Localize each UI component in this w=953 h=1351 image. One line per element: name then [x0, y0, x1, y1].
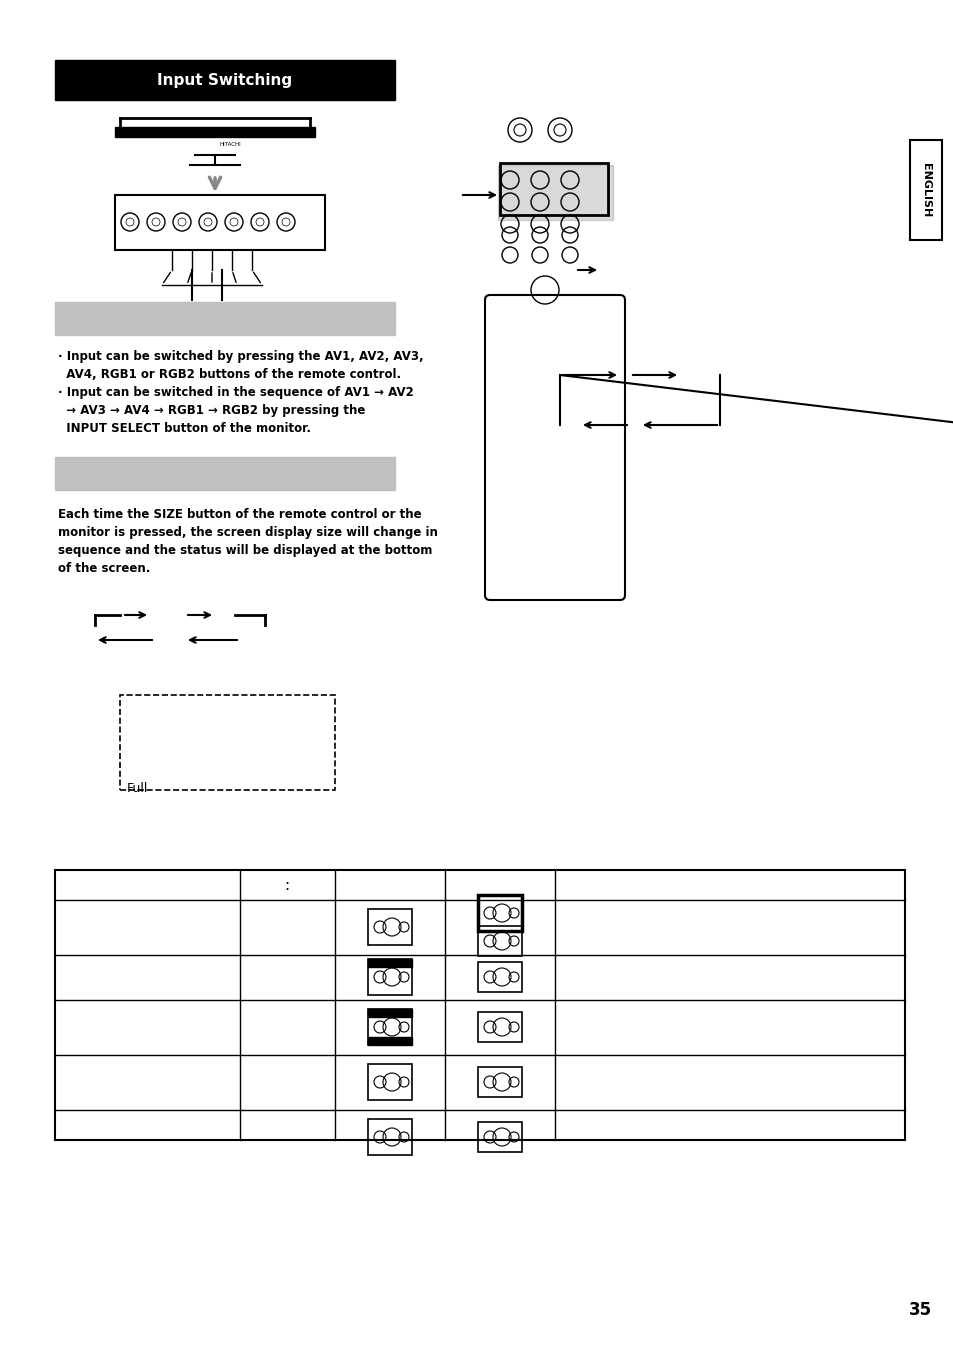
Bar: [368, 1065, 412, 1100]
Bar: [368, 909, 412, 944]
Bar: [368, 1038, 412, 1046]
Bar: [477, 962, 521, 992]
Bar: [368, 959, 412, 967]
Bar: [55, 870, 904, 1140]
Bar: [368, 1119, 412, 1155]
Text: Full: Full: [127, 782, 149, 794]
Bar: [55, 59, 395, 100]
Bar: [909, 141, 941, 240]
Bar: [368, 959, 412, 994]
Text: ENGLISH: ENGLISH: [920, 163, 930, 218]
Text: Input Switching: Input Switching: [157, 73, 293, 88]
Bar: [477, 1067, 521, 1097]
Text: 35: 35: [907, 1301, 930, 1319]
Text: Each time the SIZE button of the remote control or the
monitor is pressed, the s: Each time the SIZE button of the remote …: [58, 508, 437, 576]
Bar: [477, 894, 521, 931]
Bar: [499, 163, 607, 215]
Bar: [497, 165, 613, 220]
Bar: [368, 1009, 412, 1046]
Bar: [55, 457, 395, 490]
Text: HITACHI: HITACHI: [219, 142, 240, 147]
Bar: [115, 127, 314, 136]
Bar: [477, 1012, 521, 1042]
Text: · Input can be switched by pressing the AV1, AV2, AV3,
  AV4, RGB1 or RGB2 butto: · Input can be switched by pressing the …: [58, 350, 423, 435]
Bar: [477, 1121, 521, 1152]
Bar: [55, 303, 395, 335]
Bar: [120, 694, 335, 790]
Bar: [115, 195, 325, 250]
Bar: [477, 925, 521, 957]
Text: :: :: [284, 878, 290, 893]
Bar: [368, 1009, 412, 1017]
